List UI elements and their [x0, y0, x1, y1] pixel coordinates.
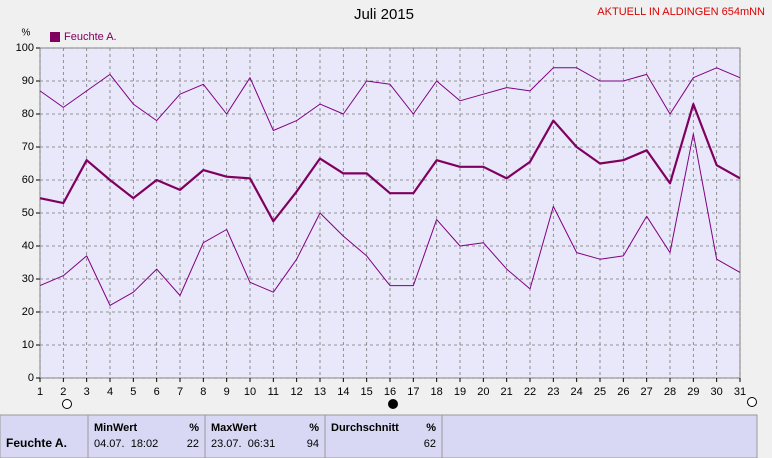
- x-tick-label: 4: [107, 386, 113, 398]
- x-tick-label: 30: [711, 386, 723, 398]
- column-value: 94: [307, 438, 319, 450]
- x-tick-label: 5: [130, 386, 136, 398]
- x-tick-label: 15: [361, 386, 373, 398]
- x-tick-label: 21: [501, 386, 513, 398]
- x-tick-label: 10: [244, 386, 256, 398]
- column-unit: %: [426, 422, 436, 434]
- y-tick-label: 20: [22, 306, 34, 318]
- x-tick-label: 17: [407, 386, 419, 398]
- y-tick-label: 70: [22, 141, 34, 153]
- x-tick-label: 1: [37, 386, 43, 398]
- column-title: MinWert: [94, 422, 138, 434]
- column-value: 62: [424, 438, 436, 450]
- column-value: 22: [187, 438, 199, 450]
- y-axis-label: %: [22, 28, 31, 39]
- x-tick-label: 13: [314, 386, 326, 398]
- annotation: AKTUELL IN ALDINGEN 654mNN: [597, 6, 765, 18]
- legend-label: Feuchte A.: [64, 31, 117, 43]
- x-tick-label: 25: [594, 386, 606, 398]
- x-tick-label: 16: [384, 386, 396, 398]
- y-tick-label: 40: [22, 240, 34, 252]
- x-tick-label: 3: [84, 386, 90, 398]
- column-unit: %: [309, 422, 319, 434]
- x-tick-label: 24: [571, 386, 583, 398]
- legend-swatch: [50, 32, 60, 42]
- moon-icons: [62, 397, 757, 409]
- x-tick-label: 28: [664, 386, 676, 398]
- data-line: [39, 67, 741, 131]
- column-unit: %: [189, 422, 199, 434]
- x-tick-label: 9: [224, 386, 230, 398]
- x-tick-label: 22: [524, 386, 536, 398]
- chart-title: Juli 2015: [354, 6, 414, 23]
- x-tick-label: 14: [337, 386, 349, 398]
- x-tick-label: 2: [60, 386, 66, 398]
- x-tick-label: 18: [431, 386, 443, 398]
- y-tick-label: 100: [16, 42, 34, 54]
- row-label: Feuchte A.: [6, 436, 67, 450]
- x-tick-label: 19: [454, 386, 466, 398]
- y-tick-label: 90: [22, 75, 34, 87]
- y-tick-label: 80: [22, 108, 34, 120]
- x-tick-label: 20: [477, 386, 489, 398]
- moon-icon: [388, 399, 398, 409]
- x-tick-label: 11: [268, 386, 279, 398]
- column-time: 04.07. 18:02: [94, 438, 158, 450]
- column-title: Durchschnitt: [331, 422, 399, 434]
- y-tick-label: 10: [22, 339, 34, 351]
- column-time: 23.07. 06:31: [211, 438, 275, 450]
- x-tick-label: 8: [200, 386, 206, 398]
- data-line: [39, 103, 741, 223]
- x-tick-label: 29: [687, 386, 699, 398]
- x-tick-label: 26: [617, 386, 629, 398]
- x-tick-label: 12: [291, 386, 303, 398]
- moon-icon: [62, 399, 72, 409]
- x-tick-label: 7: [177, 386, 183, 398]
- y-tick-label: 60: [22, 174, 34, 186]
- stats-table: [0, 414, 758, 458]
- y-tick-label: 30: [22, 273, 34, 285]
- x-tick-label: 23: [547, 386, 559, 398]
- x-tick-label: 27: [641, 386, 653, 398]
- moon-icon: [747, 397, 757, 407]
- y-tick-label: 0: [28, 372, 34, 384]
- column-title: MaxWert: [211, 422, 257, 434]
- x-tick-label: 6: [154, 386, 160, 398]
- y-tick-label: 50: [22, 207, 34, 219]
- x-tick-label: 31: [734, 386, 746, 398]
- data-line: [39, 133, 741, 306]
